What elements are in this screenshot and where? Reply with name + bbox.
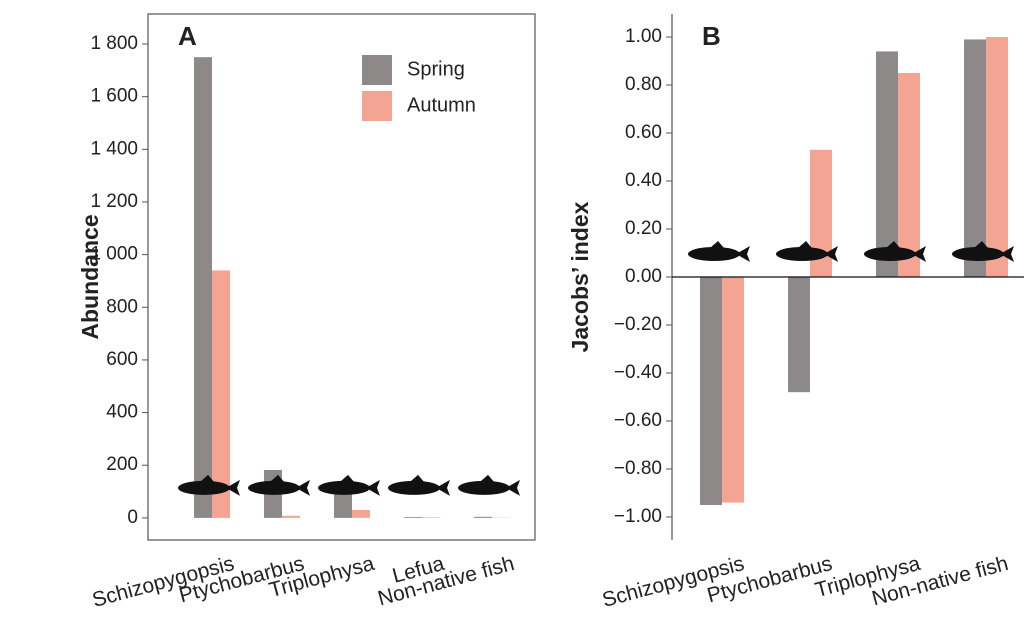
legend-label: Spring (407, 58, 465, 80)
fish-icon (366, 479, 380, 496)
fish-icon (864, 247, 916, 261)
y-tick-label: 1 000 (90, 244, 138, 265)
panel-0: 0 200 400 600 800 1 000 1 200 1 400 1 600 1 800 A A… (77, 13, 536, 612)
bar (422, 517, 440, 518)
fish-icon (296, 479, 310, 496)
legend-label: Autumn (407, 94, 476, 116)
fish-icon (388, 480, 440, 495)
fish-icon (458, 480, 510, 495)
fish-icon (506, 479, 520, 496)
y-tick-label: 0.00 (625, 266, 662, 287)
fish-icon (410, 474, 424, 482)
bar (212, 270, 230, 518)
fish-icon (436, 479, 450, 496)
fish-icon (952, 247, 1004, 261)
bar (334, 488, 352, 518)
fish-icon (798, 241, 812, 248)
bar (722, 277, 744, 503)
bar (282, 515, 300, 518)
y-tick-label: 1 200 (90, 191, 138, 212)
plot-frame (147, 13, 536, 541)
bar (788, 277, 810, 393)
bar (810, 149, 832, 277)
y-tick-label: −0.20 (614, 314, 662, 335)
y-tick-label: 1 400 (90, 138, 138, 159)
y-axis-title: Jacobs’ index (567, 201, 593, 352)
y-tick-label: 600 (106, 349, 138, 370)
y-tick-label: 800 (106, 296, 138, 317)
y-tick-label: 1 800 (90, 33, 138, 54)
panel-1: −1.00 −0.80 −0.60 −0.40 −0.20 0.00 0.20 0.40 0.6… (567, 14, 1024, 612)
bar (352, 509, 370, 518)
y-tick-label: 1 600 (90, 86, 138, 107)
y-axis-title: Abundance (77, 214, 103, 339)
fish-icon (340, 474, 354, 482)
y-tick-label: 0.80 (625, 74, 662, 95)
bar (876, 51, 898, 277)
fish-icon (824, 246, 838, 262)
fish-icon (886, 241, 900, 248)
y-tick-label: −0.40 (614, 362, 662, 383)
fish-icon (710, 241, 724, 248)
legend-swatch (362, 55, 392, 85)
fish-icon (974, 241, 988, 248)
fish-icon (688, 247, 740, 261)
bar (194, 57, 212, 518)
y-tick-label: 0.60 (625, 122, 662, 143)
y-tick-label: −1.00 (614, 506, 662, 527)
bar (404, 517, 422, 518)
y-tick-label: 1.00 (625, 26, 662, 47)
bar (898, 73, 920, 277)
fish-icon (178, 480, 230, 495)
legend-swatch (362, 91, 392, 121)
fish-icon (480, 474, 494, 482)
fish-icon (248, 480, 300, 495)
y-tick-label: −0.80 (614, 458, 662, 479)
fish-icon (200, 474, 214, 482)
y-tick-label: −0.60 (614, 410, 662, 431)
fish-icon (226, 479, 240, 496)
fish-icon (912, 246, 926, 262)
bar (474, 516, 492, 518)
y-tick-label: 0 (127, 507, 138, 528)
fish-icon (736, 246, 750, 262)
bar (986, 37, 1008, 277)
panel-label: B (702, 21, 721, 51)
y-tick-label: 0.20 (625, 218, 662, 239)
fish-icon (1000, 246, 1014, 262)
y-tick-label: 0.40 (625, 170, 662, 191)
fish-icon (318, 480, 370, 495)
panel-label: A (178, 21, 197, 51)
bar (700, 277, 722, 505)
fish-icon (270, 474, 284, 482)
y-tick-label: 200 (106, 454, 138, 475)
fish-icon (776, 247, 828, 261)
y-tick-label: 400 (106, 402, 138, 423)
bar (964, 39, 986, 278)
